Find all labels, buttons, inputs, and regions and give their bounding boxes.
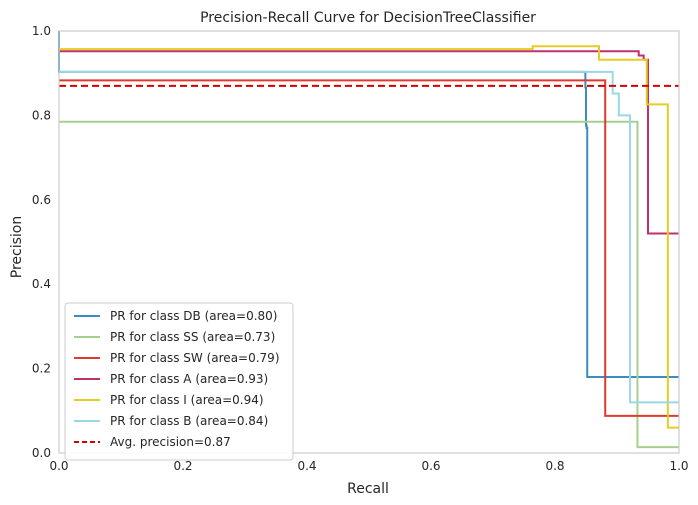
legend-label: PR for class A (area=0.93)	[110, 372, 268, 386]
x-tick-label: 0.4	[297, 459, 316, 473]
legend-label: PR for class SS (area=0.73)	[110, 330, 275, 344]
x-tick-label: 0.0	[49, 459, 68, 473]
series-line-4	[59, 45, 679, 429]
y-axis-label: Precision	[9, 216, 25, 278]
series-line-5	[59, 70, 679, 404]
y-tick-label: 0.0	[32, 446, 51, 460]
y-tick-label: 0.2	[32, 362, 51, 376]
legend-label: PR for class I (area=0.94)	[110, 393, 264, 407]
y-tick-label: 1.0	[32, 24, 51, 38]
series-line-2	[59, 79, 679, 417]
x-axis-label: Recall	[347, 481, 389, 497]
legend-label: PR for class SW (area=0.79)	[110, 351, 280, 365]
y-tick-label: 0.4	[32, 277, 51, 291]
legend-label: Avg. precision=0.87	[110, 435, 231, 449]
x-tick-label: 0.6	[421, 459, 440, 473]
legend-box	[64, 302, 294, 461]
y-tick-label: 0.6	[32, 193, 51, 207]
axes-layer: 0.0 0.2 0.4 0.6 0.8 1.0 0.0 0.2 0.4 0.6 0.8 1.0	[32, 24, 689, 473]
y-tick-label: 0.8	[32, 108, 51, 122]
series-layer	[58, 31, 679, 449]
series-line-3	[59, 50, 679, 235]
legend-label: PR for class DB (area=0.80)	[110, 309, 278, 323]
chart-title: Precision-Recall Curve for DecisionTreeC…	[200, 10, 536, 26]
legend-label: PR for class B (area=0.84)	[110, 414, 268, 428]
series-line-1	[59, 120, 679, 449]
legend: PR for class DB (area=0.80) PR for class …	[64, 302, 294, 461]
x-tick-label: 0.8	[545, 459, 564, 473]
plot-frame	[58, 30, 680, 454]
x-tick-label: 0.2	[173, 459, 192, 473]
x-tick-label: 1.0	[669, 459, 688, 473]
